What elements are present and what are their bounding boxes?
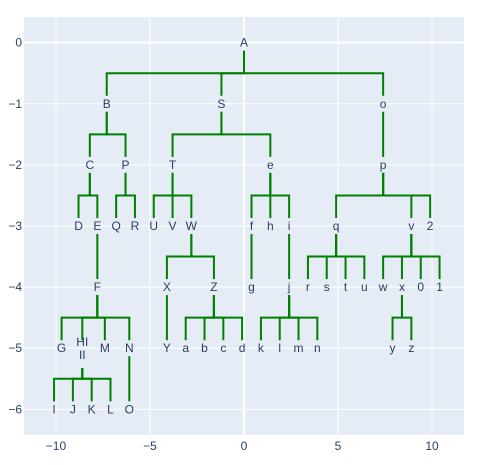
node-label: a xyxy=(182,341,189,355)
node-label: I xyxy=(52,402,55,416)
node-label: E xyxy=(93,219,101,233)
node-label: D xyxy=(74,219,83,233)
node-label: F xyxy=(94,280,101,294)
x-tick-label: 10 xyxy=(425,439,439,453)
node-label: r xyxy=(306,280,310,294)
node-label: G xyxy=(57,341,66,355)
node-label: w xyxy=(378,280,388,294)
node-label: q xyxy=(333,219,340,233)
y-tick-label: 0 xyxy=(15,36,22,50)
node-label: L xyxy=(107,402,114,416)
node-label: h xyxy=(267,219,274,233)
x-tick-label: −5 xyxy=(143,439,157,453)
node-label: k xyxy=(258,341,265,355)
tree-edge xyxy=(171,172,193,218)
node-label: t xyxy=(344,280,348,294)
x-tick-label: 0 xyxy=(241,439,248,453)
node-label: c xyxy=(220,341,226,355)
tree-edge xyxy=(243,50,385,96)
node-label: o xyxy=(380,97,387,111)
node-label: 0 xyxy=(417,280,424,294)
tree-edges xyxy=(53,50,441,402)
tree-edge xyxy=(88,172,99,218)
node-label: T xyxy=(169,158,177,172)
grid-lines xyxy=(24,17,464,435)
node-label: C xyxy=(85,158,94,172)
node-label: X xyxy=(163,280,171,294)
tree-edge xyxy=(410,234,441,280)
node-label: y xyxy=(390,341,396,355)
node-label: W xyxy=(186,219,198,233)
node-label: u xyxy=(361,280,368,294)
tree-edge xyxy=(124,172,136,218)
node-label: e xyxy=(267,158,274,172)
y-tick-label: −3 xyxy=(8,219,22,233)
node-label: b xyxy=(201,341,208,355)
node-label: z xyxy=(408,341,414,355)
node-label: 1 xyxy=(436,280,443,294)
node-label: Q xyxy=(111,219,120,233)
node-label: O xyxy=(125,402,134,416)
tree-edge xyxy=(190,234,215,280)
node-label: K xyxy=(88,402,96,416)
node-label: s xyxy=(324,280,330,294)
node-label: 2 xyxy=(427,219,434,233)
node-label: J xyxy=(70,402,76,416)
node-label: B xyxy=(103,97,111,111)
tree-edge xyxy=(105,111,127,157)
y-tick-label: −6 xyxy=(8,402,22,416)
node-label: A xyxy=(240,36,248,50)
tree-edge xyxy=(220,111,272,157)
y-tick-label: −1 xyxy=(8,97,22,111)
node-label: M xyxy=(100,341,110,355)
node-label: l xyxy=(278,341,281,355)
tree-edge xyxy=(81,368,112,402)
node-label: f xyxy=(250,219,254,233)
node-label: R xyxy=(131,219,140,233)
tree-edge xyxy=(96,295,131,341)
node-label: d xyxy=(239,341,246,355)
node-label: g xyxy=(248,280,255,294)
node-label: N xyxy=(125,341,134,355)
node-label: P xyxy=(122,158,130,172)
y-tick-label: −2 xyxy=(8,158,22,172)
node-label: Z xyxy=(210,280,217,294)
y-tick-label: −4 xyxy=(8,280,22,294)
node-label: x xyxy=(399,280,405,294)
tree-edge xyxy=(212,295,244,341)
y-axis-ticks: 0 −1 −2 −3 −4 −5 −6 xyxy=(8,36,22,417)
tree-edge xyxy=(288,295,319,341)
tree-edge xyxy=(335,234,366,280)
node-label: m xyxy=(294,341,304,355)
x-tick-label: 5 xyxy=(335,439,342,453)
x-tick-label: −10 xyxy=(46,439,67,453)
node-label: V xyxy=(169,219,177,233)
y-tick-label: −5 xyxy=(8,341,22,355)
node-label: HI II xyxy=(76,335,88,362)
tree-edge xyxy=(400,295,413,341)
node-label: p xyxy=(380,158,387,172)
node-label: v xyxy=(408,219,414,233)
node-label: S xyxy=(217,97,225,111)
node-label: n xyxy=(314,341,321,355)
node-label: i xyxy=(288,219,291,233)
tree-edge xyxy=(382,172,432,218)
node-label: Y xyxy=(163,341,171,355)
node-label: U xyxy=(149,219,158,233)
tree-edge xyxy=(269,172,291,218)
node-label: j xyxy=(287,280,291,294)
x-axis-ticks: −10 −5 0 5 10 xyxy=(46,439,439,453)
